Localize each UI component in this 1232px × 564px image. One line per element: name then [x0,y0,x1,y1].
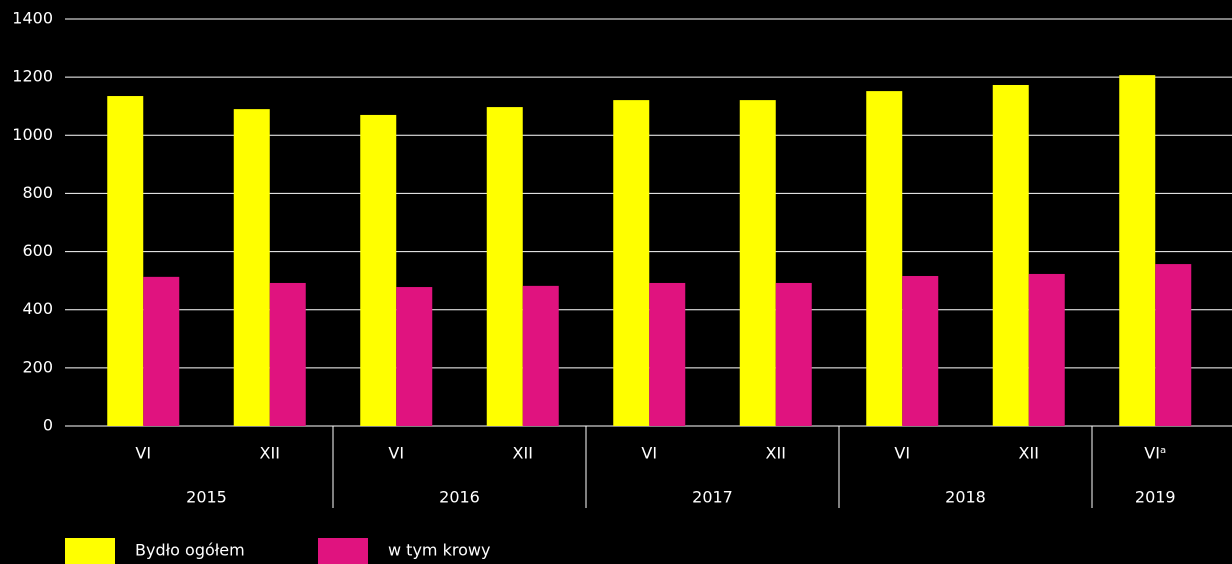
y-tick-label: 800 [22,183,53,202]
legend-label: Bydło ogółem [135,541,245,560]
bar [775,282,812,426]
group-label: 2017 [692,488,733,507]
bar [360,114,397,426]
bar [902,275,939,426]
x-tick-label: XII [766,444,786,463]
legend-label: w tym krowy [388,541,490,560]
group-label: 2018 [945,488,986,507]
bar [992,84,1029,427]
y-tick-label: 0 [43,416,53,435]
legend-swatch [65,538,115,564]
bar [396,287,433,426]
bar [649,282,686,426]
bar [866,91,903,427]
x-tick-label: XII [513,444,533,463]
bar [1155,264,1192,426]
x-tick-label: XII [260,444,280,463]
x-tick-label: VI [388,444,404,463]
group-label: 2016 [439,488,480,507]
bar [233,109,270,426]
legend-swatch [318,538,368,564]
bar [269,282,306,426]
bar [1119,75,1156,427]
y-tick-label: 1400 [12,9,53,28]
x-tick-label: VIᵃ [1144,444,1166,463]
group-label: 2019 [1135,488,1176,507]
bar [1028,273,1065,426]
group-label: 2015 [186,488,227,507]
y-tick-label: 1200 [12,67,53,86]
x-tick-label: XII [1019,444,1039,463]
bar [522,285,559,426]
bar [486,107,523,426]
y-tick-label: 200 [22,357,53,376]
x-tick-label: VI [894,444,910,463]
bar [739,100,776,426]
y-tick-label: 1000 [12,125,53,144]
x-tick-label: VI [135,444,151,463]
y-tick-label: 600 [22,241,53,260]
y-tick-label: 400 [22,299,53,318]
bar [107,96,144,427]
bar [143,276,180,426]
bar [613,100,650,426]
x-tick-label: VI [641,444,657,463]
